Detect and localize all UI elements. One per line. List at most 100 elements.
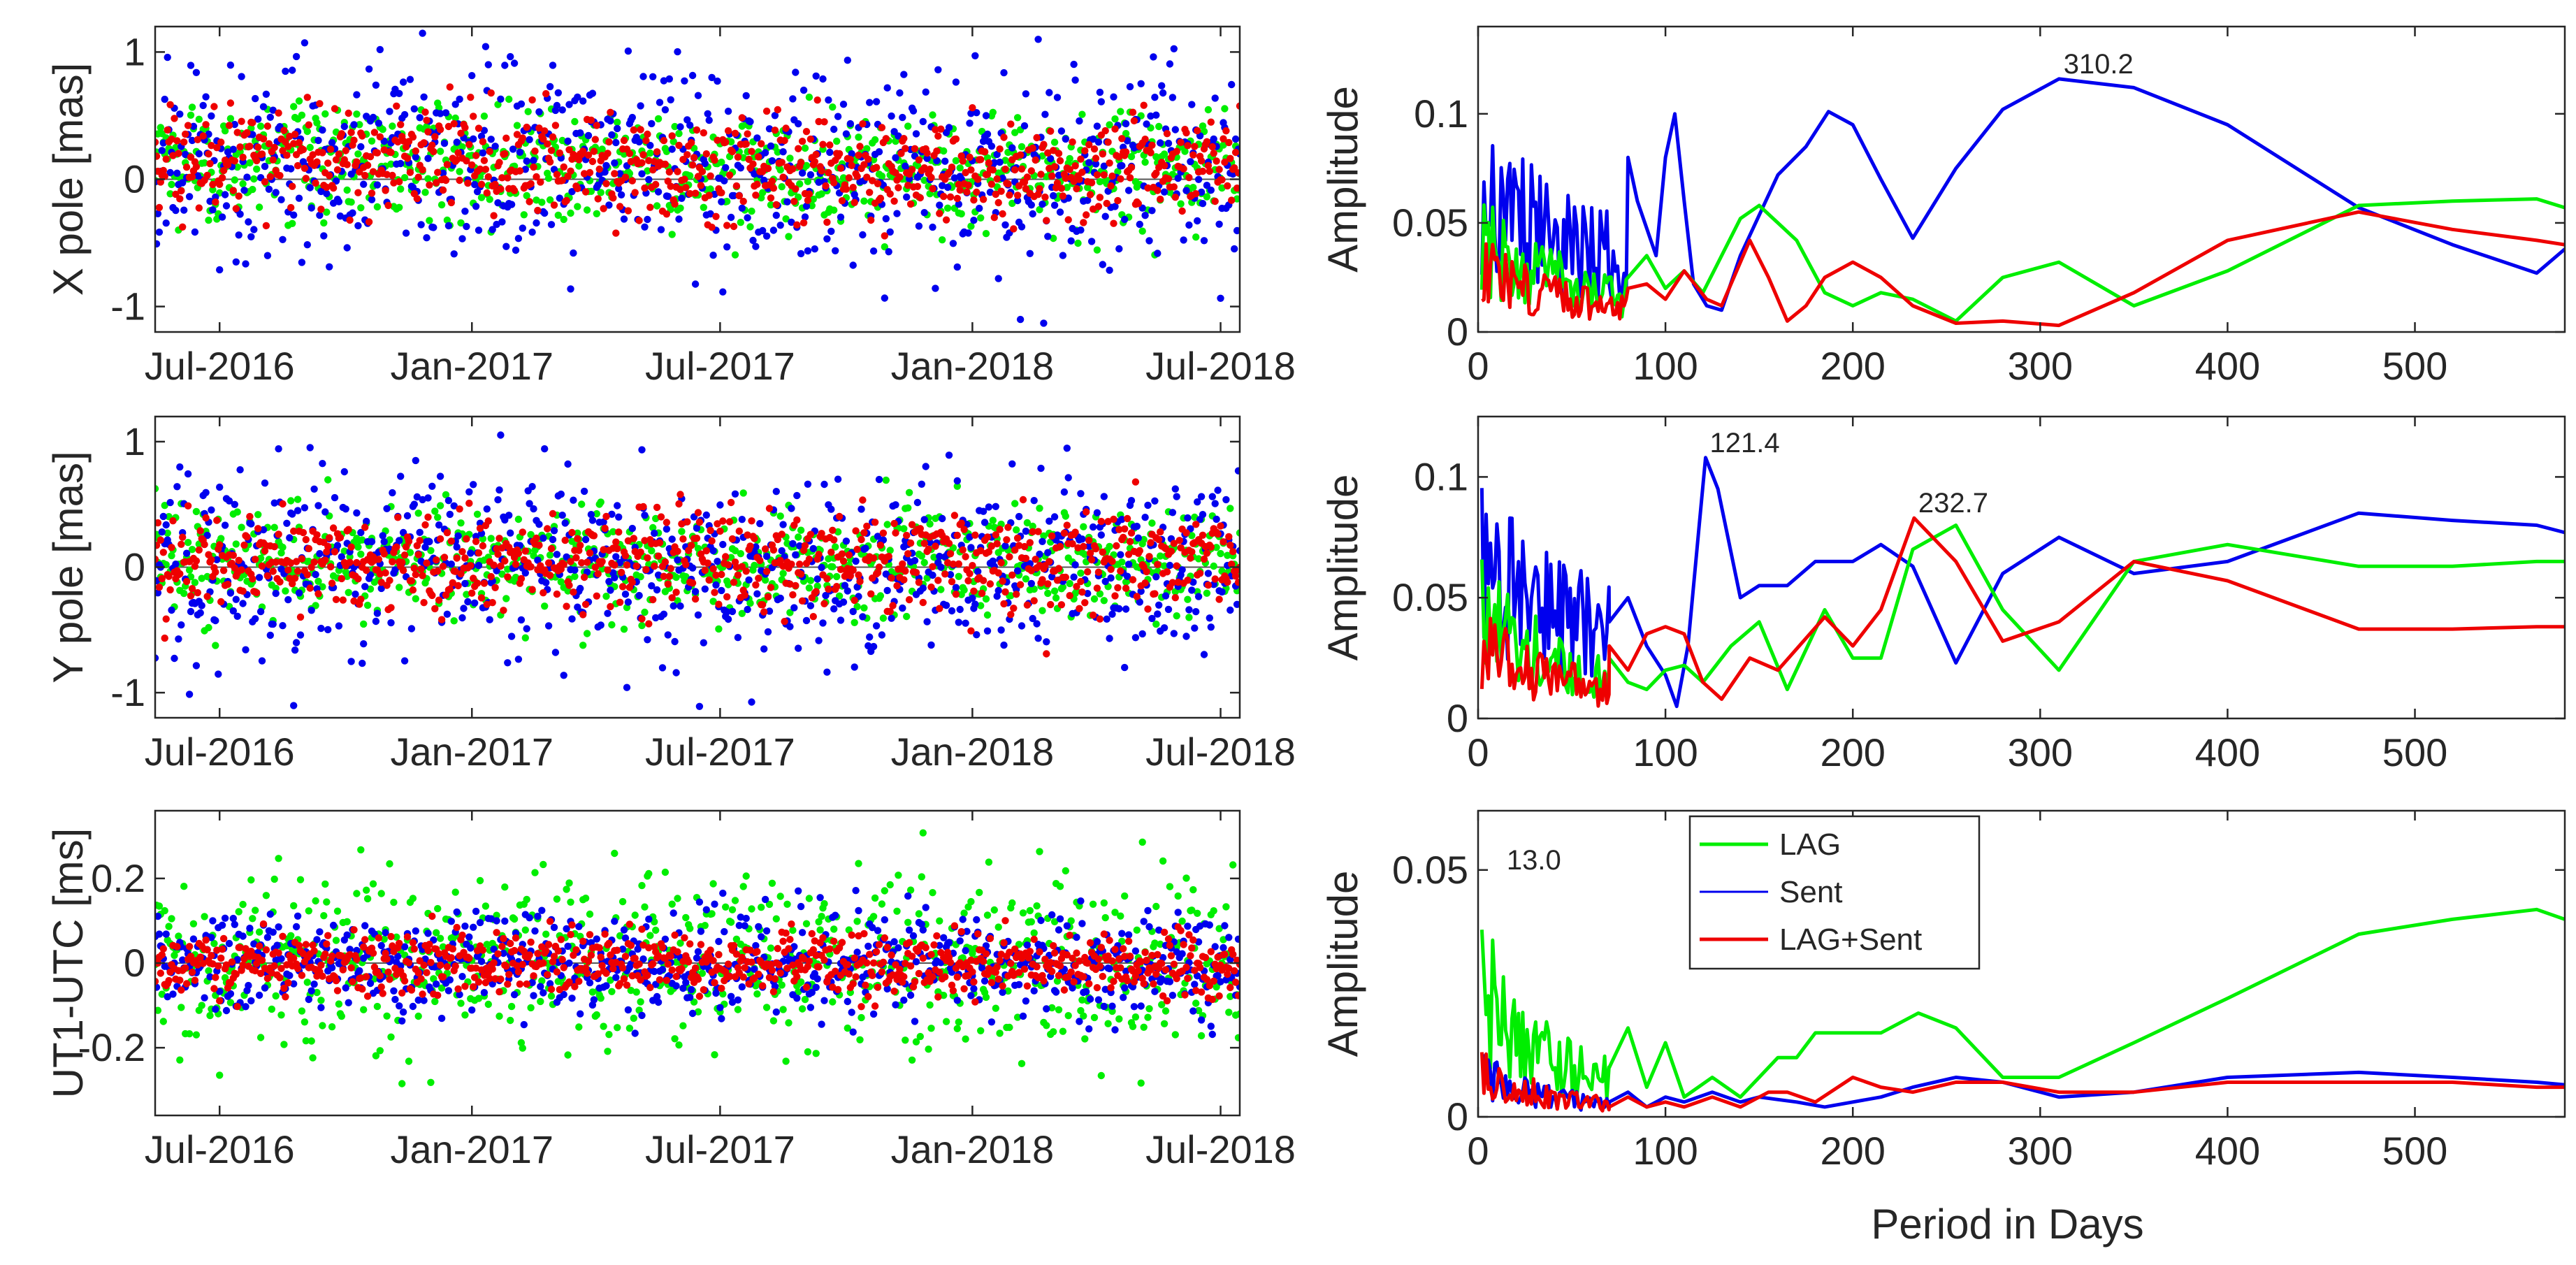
data-point	[279, 622, 287, 630]
data-point	[472, 537, 480, 545]
data-point	[646, 141, 654, 150]
data-point	[985, 159, 993, 167]
data-point	[1138, 227, 1146, 235]
data-point	[756, 556, 764, 565]
data-point	[691, 189, 700, 197]
data-point	[1007, 120, 1015, 128]
data-point	[1204, 106, 1213, 114]
data-point	[1166, 60, 1174, 68]
data-point	[1187, 554, 1194, 562]
data-point	[570, 249, 577, 257]
data-point	[1045, 517, 1053, 525]
data-point	[504, 174, 512, 182]
data-point	[765, 505, 774, 512]
data-point	[693, 524, 701, 532]
data-point	[155, 654, 159, 662]
data-point	[688, 542, 695, 549]
data-point	[639, 73, 647, 80]
data-point	[738, 114, 746, 122]
data-point	[217, 535, 225, 542]
data-point	[833, 583, 841, 591]
data-point	[301, 164, 309, 172]
data-point	[590, 147, 598, 155]
data-point	[760, 608, 768, 616]
data-point	[158, 990, 166, 998]
data-point	[716, 501, 724, 509]
data-point	[1145, 553, 1153, 561]
data-point	[704, 110, 711, 117]
data-point	[182, 577, 191, 586]
data-point	[1148, 519, 1156, 527]
data-point	[521, 547, 529, 555]
data-point	[165, 923, 173, 930]
data-point	[801, 213, 809, 221]
data-point	[1026, 539, 1034, 547]
data-point	[1018, 143, 1026, 151]
data-point	[317, 624, 325, 632]
data-point	[739, 489, 747, 497]
data-point	[412, 456, 419, 465]
data-point	[1013, 191, 1022, 199]
data-point	[793, 516, 801, 524]
data-point	[957, 210, 965, 218]
data-point	[637, 573, 644, 581]
data-point	[563, 602, 570, 610]
data-point	[1157, 139, 1164, 147]
data-point	[196, 609, 204, 617]
data-point	[731, 547, 739, 555]
y-axis-label: Y pole [mas]	[45, 451, 92, 683]
data-point	[347, 658, 355, 665]
data-point	[1008, 199, 1016, 208]
data-point	[1100, 597, 1108, 605]
y-tick-label: 1	[124, 419, 145, 463]
data-point	[454, 149, 462, 157]
data-point	[826, 141, 834, 149]
data-point	[682, 184, 690, 191]
data-point	[698, 168, 707, 175]
data-point	[853, 545, 861, 554]
data-point	[941, 157, 949, 165]
data-point	[446, 585, 454, 593]
data-point	[360, 640, 368, 648]
data-point	[869, 247, 878, 255]
data-point	[324, 476, 332, 484]
data-point	[1013, 591, 1020, 598]
data-point	[335, 1000, 343, 1008]
data-point	[1097, 98, 1106, 106]
data-point	[560, 561, 567, 568]
data-point	[690, 154, 698, 161]
data-point	[1085, 542, 1093, 550]
data-point	[933, 147, 941, 155]
data-point	[813, 575, 821, 583]
data-point	[565, 146, 573, 154]
data-point	[475, 124, 483, 132]
data-point	[549, 509, 557, 518]
y-tick-label: -1	[110, 284, 145, 328]
data-point	[417, 221, 425, 229]
data-point	[475, 549, 483, 557]
data-point	[730, 579, 738, 586]
data-point	[724, 615, 732, 623]
data-point	[607, 586, 614, 594]
data-point	[1084, 196, 1092, 204]
data-point	[628, 113, 636, 122]
data-point	[1227, 154, 1234, 162]
data-point	[155, 138, 159, 146]
data-point	[748, 517, 755, 525]
data-point	[825, 96, 832, 104]
data-point	[776, 166, 784, 174]
data-point	[517, 100, 526, 108]
data-point	[416, 537, 424, 544]
data-point	[389, 558, 396, 565]
data-point	[654, 552, 663, 560]
data-point	[1114, 196, 1122, 205]
data-point	[553, 551, 561, 558]
data-point	[1108, 172, 1116, 180]
data-point	[727, 498, 735, 507]
data-point	[607, 117, 614, 125]
data-point	[1171, 485, 1180, 493]
data-point	[301, 39, 309, 47]
data-point	[434, 168, 442, 176]
data-point	[243, 173, 251, 181]
data-point	[755, 574, 762, 582]
